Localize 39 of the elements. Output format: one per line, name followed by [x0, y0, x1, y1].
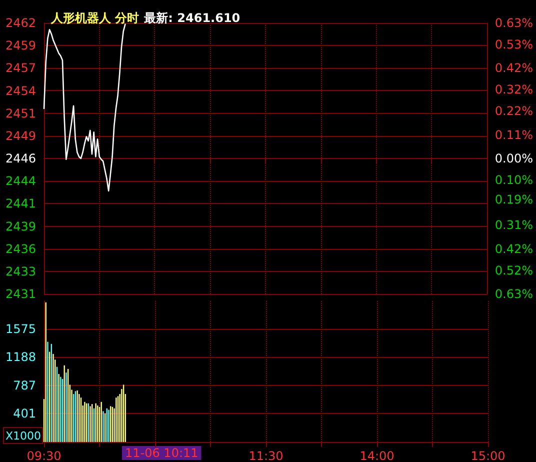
y-tick-label: 2462 — [5, 16, 36, 30]
y2-tick-label: 0.42% — [494, 61, 534, 76]
y-tick-label: 2454 — [5, 84, 36, 98]
y2-tick-label: 0.63% — [494, 16, 534, 30]
line-series — [43, 24, 126, 192]
x-tick-label: 09:30 — [26, 449, 62, 462]
y-axis-title: X1000 — [6, 430, 42, 442]
y-tick-label: 2431 — [5, 287, 36, 301]
y-tick-label: 2436 — [5, 242, 36, 256]
y-tick-label: 2441 — [5, 196, 36, 211]
x-tick-label: 11:30 — [248, 449, 284, 462]
x-tick-label: 15:00 — [470, 449, 506, 462]
y2-tick-label: 0.10% — [494, 173, 534, 188]
chart-title: 人形机器人 分时 — [50, 11, 140, 25]
y-tick-label: 1188 — [5, 350, 36, 364]
x-tick-label: 14:00 — [360, 449, 394, 462]
y2-tick-label: 0.31% — [494, 218, 534, 232]
y-tick-label: 2446 — [5, 152, 36, 166]
y2-tick-label: 0.22% — [494, 104, 534, 118]
chart-subtitle: 最新: 2461.610 — [143, 11, 240, 25]
text: 11-06 10:11 — [125, 446, 198, 460]
y-tick-label: 2457 — [5, 61, 36, 76]
y-tick-label: 2439 — [5, 219, 36, 234]
y-tick-label: 1575 — [5, 322, 36, 336]
y2-tick-label: 0.63% — [494, 287, 534, 301]
y-tick-label: 2451 — [5, 106, 36, 120]
y-tick-label: 2459 — [5, 38, 36, 53]
y2-tick-label: 0.11% — [494, 128, 534, 142]
y-tick-label: 2433 — [5, 264, 36, 278]
y-tick-label: 401 — [13, 406, 36, 420]
y2-tick-label: 0.53% — [494, 38, 534, 52]
y-tick-label: 2449 — [5, 128, 36, 143]
y2-tick-label: 0.32% — [494, 82, 534, 97]
y2-tick-label: 0.00% — [494, 152, 534, 166]
y2-tick-label: 0.42% — [494, 242, 534, 256]
y-tick-label: 2444 — [5, 174, 36, 188]
y-tick-label: 787 — [13, 378, 36, 393]
y2-tick-label: 0.52% — [494, 263, 534, 278]
y2-tick-label: 0.19% — [494, 192, 534, 206]
